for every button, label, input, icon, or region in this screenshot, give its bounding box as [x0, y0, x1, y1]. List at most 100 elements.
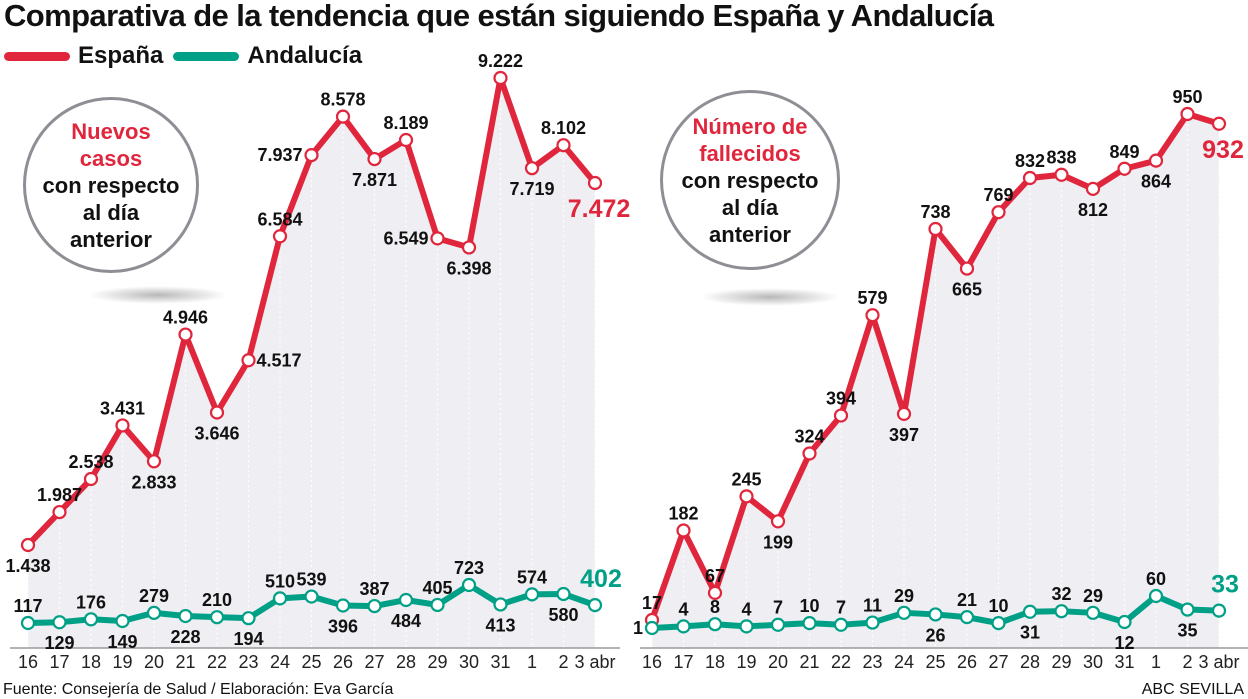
data-label-andalucia: 210 — [202, 590, 232, 610]
point-espana — [367, 151, 382, 167]
badge-deaths-line2: fallecidos — [699, 140, 801, 166]
point-andalucia — [304, 589, 319, 604]
data-label-espana: 8.189 — [383, 113, 428, 133]
point-andalucia — [1180, 602, 1195, 617]
badge-shadow-deaths — [700, 288, 840, 306]
x-tick-label: 16 — [642, 652, 662, 672]
data-label-andalucia: 8 — [710, 597, 720, 617]
badge-cases-line4: al día — [82, 199, 140, 225]
data-label-andalucia: 396 — [328, 617, 358, 637]
data-label-andalucia: 539 — [296, 570, 326, 590]
data-label-andalucia: 35 — [1177, 621, 1197, 641]
data-label-andalucia: 60 — [1146, 569, 1166, 589]
point-espana — [1211, 116, 1227, 131]
badge-deaths-line1: Número de — [692, 113, 808, 139]
badge-new-cases: Nuevos casos con respecto al día anterio… — [23, 97, 199, 273]
x-tick-label: 21 — [799, 652, 819, 672]
data-label-andalucia: 7 — [836, 598, 846, 618]
data-label-espana: 245 — [731, 469, 761, 489]
point-andalucia — [146, 605, 162, 620]
data-label-espana: 199 — [763, 532, 793, 552]
point-espana — [959, 261, 975, 276]
data-label-andalucia: 7 — [773, 598, 783, 618]
credit: ABC SEVILLA — [1141, 681, 1244, 698]
data-label-andalucia: 29 — [894, 586, 914, 606]
point-andalucia — [556, 586, 571, 602]
point-espana — [115, 418, 130, 433]
x-tick-label: 20 — [144, 652, 164, 672]
point-espana — [430, 231, 445, 246]
badge-cases-line5: anterior — [70, 226, 152, 252]
data-label-andalucia: 21 — [957, 590, 977, 610]
point-andalucia — [1054, 604, 1069, 619]
point-andalucia — [178, 608, 193, 624]
area-fill-espana — [652, 114, 1219, 648]
point-andalucia — [335, 598, 351, 613]
x-tick-label: 24 — [270, 652, 290, 672]
data-label-espana: 4.517 — [257, 350, 302, 370]
data-label-espana: 17 — [642, 593, 662, 613]
badge-deaths-line3: con respecto — [681, 167, 819, 193]
data-label-andalucia: 405 — [422, 578, 452, 598]
data-label-andalucia: 723 — [454, 558, 484, 578]
point-andalucia — [52, 615, 67, 630]
area-fill-espana — [28, 78, 595, 648]
legend-item-espana: España — [4, 42, 163, 70]
data-label-espana: 394 — [826, 389, 856, 409]
point-espana — [524, 161, 540, 176]
data-label-espana: 832 — [1015, 151, 1045, 171]
data-label-espana: 397 — [889, 425, 919, 445]
x-tick-label: 1 — [527, 652, 537, 672]
point-andalucia — [802, 616, 817, 631]
x-tick-label: 22 — [207, 652, 227, 672]
point-andalucia — [1148, 588, 1164, 604]
x-tick-label: 17 — [49, 652, 69, 672]
point-espana — [335, 109, 351, 124]
data-label-andalucia: 413 — [485, 615, 515, 635]
data-label-espana: 579 — [857, 288, 887, 308]
point-espana — [1148, 153, 1164, 168]
x-tick-label: 18 — [81, 652, 101, 672]
point-espana — [739, 489, 754, 504]
point-espana — [83, 471, 99, 487]
point-espana — [304, 147, 319, 163]
point-espana — [461, 240, 477, 255]
point-andalucia — [707, 617, 723, 632]
data-label-espana: 812 — [1078, 200, 1108, 220]
point-andalucia — [115, 613, 130, 629]
point-andalucia — [493, 597, 508, 612]
data-label-andalucia: 29 — [1083, 586, 1103, 606]
legend-swatch-andalucia — [173, 51, 240, 61]
point-andalucia — [928, 607, 943, 622]
data-label-espana: 864 — [1141, 172, 1171, 192]
data-label-espana: 7.719 — [509, 179, 554, 199]
legend-swatch-espana — [4, 51, 70, 61]
legend-label-espana: España — [78, 42, 164, 69]
data-label-espana: 6.549 — [383, 228, 428, 248]
badge-cases-line1: Nuevos — [71, 118, 151, 144]
data-label-andalucia: 11 — [863, 596, 882, 616]
data-label-andalucia: 33 — [1211, 571, 1239, 599]
data-label-andalucia: 10 — [799, 596, 819, 616]
data-label-andalucia: 1 — [633, 618, 643, 638]
x-tick-label: 2 — [1182, 652, 1192, 672]
x-tick-label: 1 — [1151, 652, 1161, 672]
x-tick-label: 3 abr — [1198, 652, 1239, 672]
point-espana — [272, 229, 288, 244]
x-tick-label: 25 — [301, 652, 321, 672]
point-andalucia — [1085, 605, 1101, 620]
point-espana — [556, 138, 571, 153]
point-espana — [1022, 170, 1038, 186]
badge-deaths-line5: anterior — [709, 221, 791, 247]
point-andalucia — [83, 612, 99, 627]
data-label-espana: 838 — [1046, 148, 1076, 168]
badge-shadow-cases — [88, 286, 228, 304]
data-label-espana: 1.438 — [5, 556, 50, 576]
x-tick-label: 19 — [736, 652, 756, 672]
point-espana — [52, 504, 67, 520]
badge-cases-line2: casos — [79, 145, 143, 171]
x-tick-label: 23 — [862, 652, 882, 672]
point-andalucia — [461, 577, 477, 593]
x-tick-label: 21 — [175, 652, 195, 672]
